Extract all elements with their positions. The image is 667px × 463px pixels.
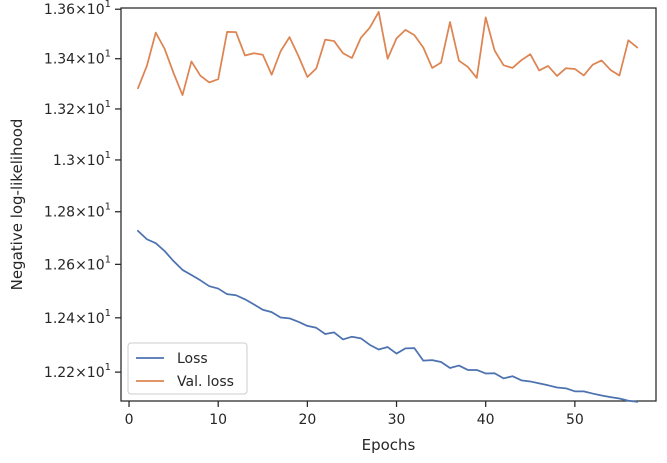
series-layer	[137, 11, 639, 403]
y-tick-label: 1.26×101	[44, 254, 111, 273]
legend-label-val-loss: Val. loss	[177, 374, 234, 390]
legend-label-loss: Loss	[177, 351, 208, 367]
y-tick-label: 1.3×101	[53, 150, 111, 169]
y-axis-ticks: 1.22×101 1.24×101 1.26×101 1.28×101 1.3×101 1…	[44, 0, 121, 381]
series-line-val-loss	[137, 11, 639, 96]
x-tick-label: 40	[477, 412, 495, 428]
x-tick-label: 0	[125, 412, 134, 428]
y-tick-label: 1.34×101	[44, 49, 111, 68]
y-tick-label: 1.28×101	[44, 202, 111, 221]
x-axis-ticks: 0 10 20 30 40 50	[125, 401, 584, 428]
series-line-loss	[137, 229, 639, 403]
y-axis-label: Negative log-likelihood	[8, 119, 26, 291]
x-axis-label: Epochs	[362, 436, 416, 454]
x-tick-label: 30	[388, 412, 406, 428]
y-tick-label: 1.36×101	[44, 0, 111, 18]
x-tick-label: 20	[298, 412, 316, 428]
x-tick-label: 50	[566, 412, 584, 428]
legend: Loss Val. loss	[127, 342, 248, 395]
x-tick-label: 10	[209, 412, 227, 428]
y-tick-label: 1.22×101	[44, 362, 111, 381]
y-tick-label: 1.24×101	[44, 308, 111, 327]
plot-area	[120, 7, 657, 402]
y-tick-label: 1.32×101	[44, 99, 111, 118]
